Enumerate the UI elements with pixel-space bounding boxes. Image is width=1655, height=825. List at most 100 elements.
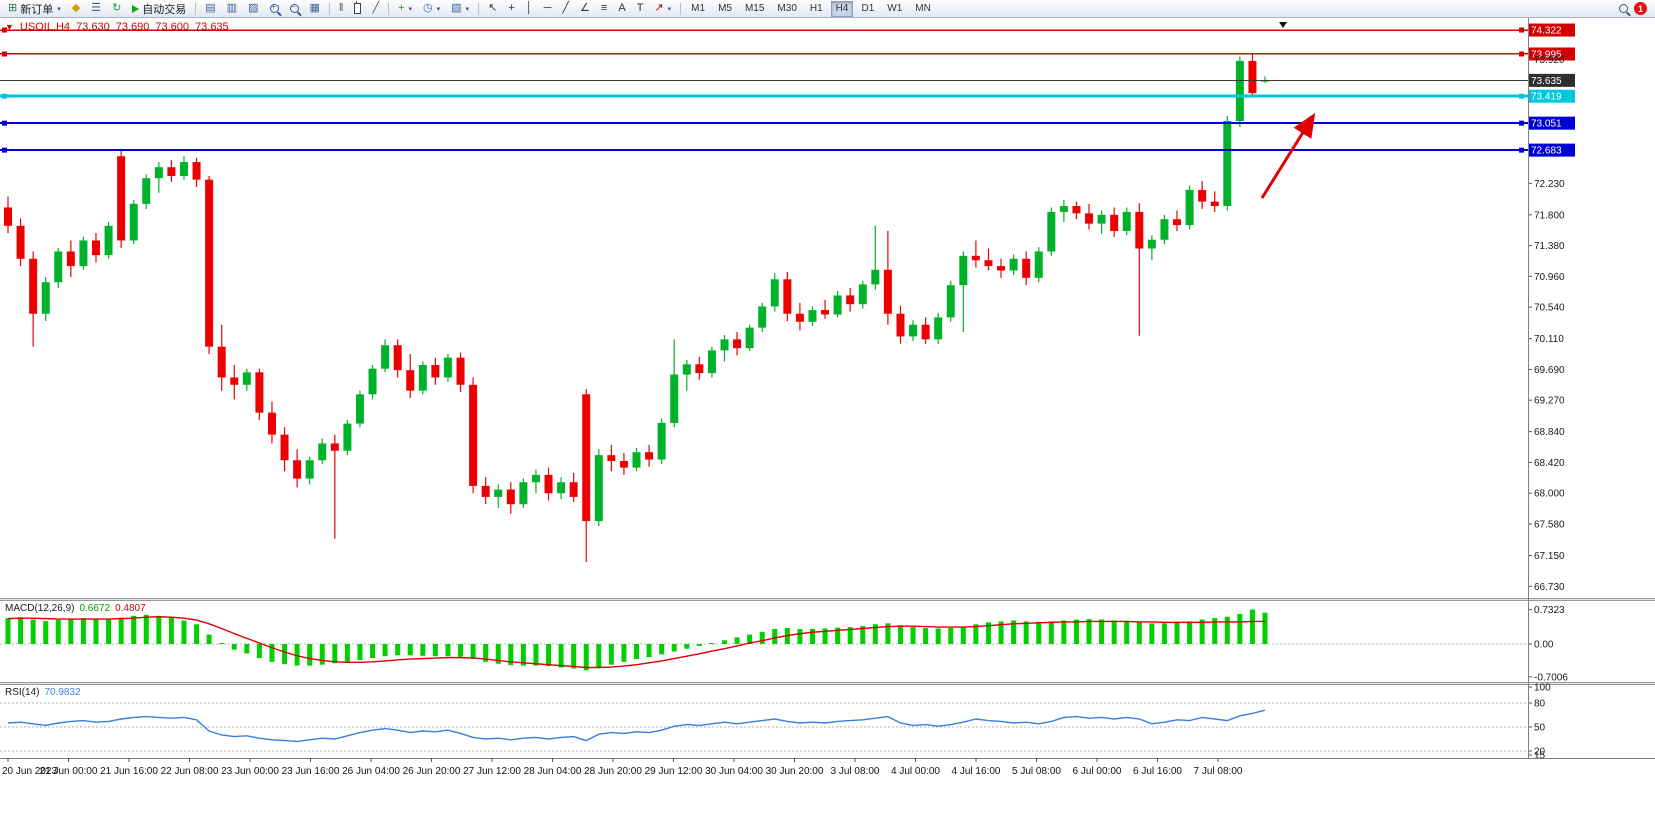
toolbar-separator [388, 2, 390, 15]
periods-button[interactable]: ◷ ▾ [418, 0, 445, 17]
level-lines[interactable]: 74.322 73.995 73.635 73.419 73.051 72.683 [0, 23, 1575, 157]
symbol-timeframe-text: USOIL,H4 [19, 21, 71, 33]
chart-background [0, 17, 1655, 825]
candlestick-button[interactable] [349, 0, 366, 17]
svg-text:6 Jul 00:00: 6 Jul 00:00 [1073, 766, 1122, 777]
svg-text:100: 100 [1534, 683, 1551, 694]
price-axis[interactable]: 73.920 72.230 71.800 71.380 70.960 70.540 70.1… [1528, 55, 1565, 593]
svg-text:0.00: 0.00 [1534, 640, 1554, 651]
svg-text:71.800: 71.800 [1534, 210, 1565, 221]
svg-text:73.920: 73.920 [1534, 55, 1565, 66]
svg-text:72.683: 72.683 [1531, 146, 1562, 157]
arrows-button[interactable]: ↗ ▾ [649, 0, 676, 17]
autotrade-button[interactable]: 自动交易 [127, 0, 191, 17]
vertical-line-icon: │ [525, 2, 533, 14]
shift-marker-icon[interactable] [1279, 22, 1287, 28]
chart-area[interactable]: 74.322 73.995 73.635 73.419 73.051 72.683 73.9… [0, 17, 1655, 825]
market-watch-button[interactable]: ☰ [86, 0, 106, 17]
macd-rsi-separator[interactable] [0, 682, 1655, 685]
chart-canvas[interactable]: 74.322 73.995 73.635 73.419 73.051 72.683 73.9… [0, 17, 1655, 825]
vertical-line-button[interactable]: │ [521, 0, 538, 17]
svg-text:69.270: 69.270 [1534, 396, 1565, 407]
line-chart-button[interactable]: ╱ [367, 0, 384, 17]
search-icon[interactable] [1619, 4, 1628, 13]
indicators-button[interactable]: + ▾ [393, 0, 417, 17]
market-watch-icon: ☰ [91, 2, 102, 14]
text-button[interactable]: A [613, 0, 630, 17]
svg-text:22 Jun 08:00: 22 Jun 08:00 [161, 766, 219, 777]
timeframe-mn-button[interactable]: MN [915, 2, 931, 14]
tile-windows-icon: ▦ [309, 2, 320, 14]
alert-button[interactable]: ◆ [67, 0, 85, 17]
timeframe-h1-button[interactable]: H1 [809, 2, 823, 14]
main-macd-separator[interactable] [0, 598, 1655, 601]
svg-text:-0.7006: -0.7006 [1534, 672, 1568, 683]
zoom-out-button[interactable]: – [285, 0, 304, 17]
toolbar-right-group: 1 [1619, 2, 1652, 15]
svg-text:23 Jun 16:00: 23 Jun 16:00 [282, 766, 340, 777]
svg-text:74.322: 74.322 [1531, 26, 1562, 37]
tile-windows-button[interactable]: ▦ [305, 0, 325, 17]
symbol-ohlc-label: ▼ USOIL,H4 73.630 73.690 73.600 73.635 [5, 21, 229, 34]
refresh-icon: ↻ [112, 2, 122, 14]
ohlc-low: 73.600 [155, 21, 190, 33]
svg-text:6 Jul 16:00: 6 Jul 16:00 [1133, 766, 1182, 777]
zoom-out-icon: – [289, 3, 299, 13]
zoom-in-button[interactable]: + [265, 0, 284, 17]
resistance-line-upper[interactable]: 74.322 [0, 23, 1575, 37]
svg-text:73.051: 73.051 [1531, 119, 1562, 130]
channel-button[interactable]: ∠ [575, 0, 595, 17]
text-label-button[interactable]: T [632, 0, 649, 17]
resistance-line-lower[interactable]: 73.995 [0, 47, 1575, 60]
timeframe-m15-button[interactable]: M15 [744, 2, 765, 14]
timeframe-m1-button[interactable]: M1 [691, 2, 706, 14]
svg-text:69.690: 69.690 [1534, 365, 1565, 376]
macd-panel[interactable]: 0.7323 0.00 -0.7006 [0, 605, 1568, 683]
toolbar-separator [195, 2, 197, 15]
timeframe-h4-button[interactable]: H4 [830, 0, 854, 17]
cursor-icon: ↖ [488, 2, 498, 14]
line-chart-icon: ╱ [372, 2, 380, 14]
current-price-line[interactable]: 73.635 [0, 73, 1575, 87]
text-label-icon: T [636, 2, 644, 14]
profiles-button[interactable]: ▥ [222, 0, 242, 17]
data-window-button[interactable]: ▨ [243, 0, 263, 17]
new-order-button-label: 新订单 [20, 3, 54, 16]
support-line-blue-2[interactable]: 72.683 [0, 143, 1575, 157]
new-order-button[interactable]: ⊞ 新订单 ▾ [3, 0, 66, 17]
timeframe-w1-button[interactable]: W1 [887, 2, 903, 14]
horizontal-line-button[interactable]: ─ [539, 0, 557, 17]
new-chart-button[interactable]: ▤ [200, 0, 220, 17]
trendline-button[interactable]: ╱ [557, 0, 574, 17]
cursor-button[interactable]: ↖ [483, 0, 502, 17]
timeframe-m5-button[interactable]: M5 [718, 2, 732, 14]
fibonacci-button[interactable]: ≡ [596, 0, 612, 17]
zoom-in-icon: + [269, 3, 279, 13]
crosshair-button[interactable]: + [503, 0, 519, 17]
autotrade-button-label: 自动交易 [142, 3, 187, 16]
svg-text:29 Jun 12:00: 29 Jun 12:00 [645, 766, 703, 777]
svg-text:73.635: 73.635 [1531, 76, 1562, 87]
timeframe-m30-button[interactable]: M30 [777, 2, 797, 14]
ohlc-open: 73.630 [76, 21, 110, 33]
trend-arrow-annotation[interactable] [1260, 112, 1316, 199]
caret-down-icon: ▾ [436, 5, 441, 13]
data-window-icon: ▨ [248, 2, 259, 14]
clock-icon: ◷ [423, 2, 433, 14]
fibonacci-icon: ≡ [600, 2, 608, 14]
macd-indicator-label: MACD(12,26,9) 0.6672 0.4807 [5, 603, 146, 614]
timeframe-d1-button[interactable]: D1 [861, 2, 875, 14]
notification-badge[interactable]: 1 [1634, 2, 1647, 15]
alert-icon: ◆ [71, 2, 81, 14]
macd-name: MACD(12,26,9) [5, 603, 75, 614]
support-line-blue-1[interactable]: 73.051 [0, 116, 1575, 130]
svg-text:70.540: 70.540 [1534, 303, 1565, 314]
svg-text:71.380: 71.380 [1534, 241, 1565, 252]
trendline-icon: ╱ [562, 2, 570, 14]
refresh-button[interactable]: ↻ [107, 0, 126, 17]
support-line-cyan[interactable]: 73.419 [0, 89, 1575, 103]
templates-button[interactable]: ▧ ▾ [446, 0, 474, 17]
bar-chart-button[interactable]: ‖ [334, 0, 349, 17]
